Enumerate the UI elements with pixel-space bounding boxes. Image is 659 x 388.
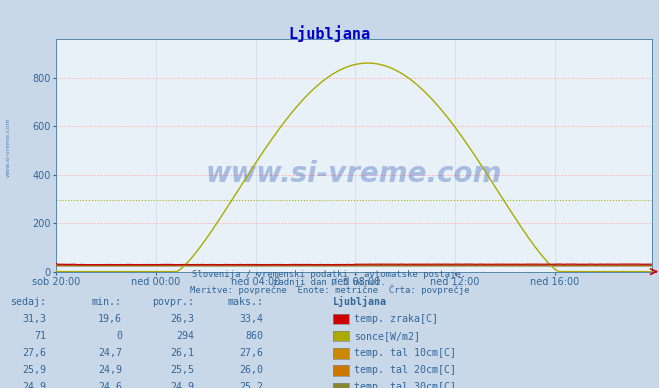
Text: 860: 860: [246, 331, 264, 341]
Text: 27,6: 27,6: [22, 348, 46, 358]
Text: temp. tal 10cm[C]: temp. tal 10cm[C]: [354, 348, 456, 358]
Text: 19,6: 19,6: [98, 314, 122, 324]
Text: 24,6: 24,6: [98, 382, 122, 388]
Text: 24,9: 24,9: [98, 365, 122, 375]
Text: min.:: min.:: [92, 296, 122, 307]
Text: Meritve: povprečne  Enote: metrične  Črta: povprečje: Meritve: povprečne Enote: metrične Črta:…: [190, 284, 469, 295]
Text: www.si-vreme.com: www.si-vreme.com: [5, 118, 11, 177]
Text: 33,4: 33,4: [240, 314, 264, 324]
Text: 24,9: 24,9: [22, 382, 46, 388]
Text: temp. tal 30cm[C]: temp. tal 30cm[C]: [354, 382, 456, 388]
Text: sedaj:: sedaj:: [10, 296, 46, 307]
Text: temp. tal 20cm[C]: temp. tal 20cm[C]: [354, 365, 456, 375]
Text: 71: 71: [34, 331, 46, 341]
Text: www.si-vreme.com: www.si-vreme.com: [206, 160, 502, 188]
Text: 26,0: 26,0: [240, 365, 264, 375]
Text: 26,3: 26,3: [171, 314, 194, 324]
Text: maks.:: maks.:: [227, 296, 264, 307]
Text: Slovenija / vremenski podatki - avtomatske postaje.: Slovenija / vremenski podatki - avtomats…: [192, 270, 467, 279]
Text: 25,5: 25,5: [171, 365, 194, 375]
Text: 24,9: 24,9: [171, 382, 194, 388]
Text: Ljubljana: Ljubljana: [333, 296, 387, 307]
Text: 31,3: 31,3: [22, 314, 46, 324]
Text: 25,9: 25,9: [22, 365, 46, 375]
Text: povpr.:: povpr.:: [152, 296, 194, 307]
Text: 25,2: 25,2: [240, 382, 264, 388]
Text: temp. zraka[C]: temp. zraka[C]: [354, 314, 438, 324]
Text: sonce[W/m2]: sonce[W/m2]: [354, 331, 420, 341]
Text: 294: 294: [177, 331, 194, 341]
Text: Ljubljana: Ljubljana: [289, 25, 370, 42]
Text: 26,1: 26,1: [171, 348, 194, 358]
Text: 0: 0: [116, 331, 122, 341]
Text: 24,7: 24,7: [98, 348, 122, 358]
Text: zadnji dan / 5 minut.: zadnji dan / 5 minut.: [273, 278, 386, 287]
Text: 27,6: 27,6: [240, 348, 264, 358]
